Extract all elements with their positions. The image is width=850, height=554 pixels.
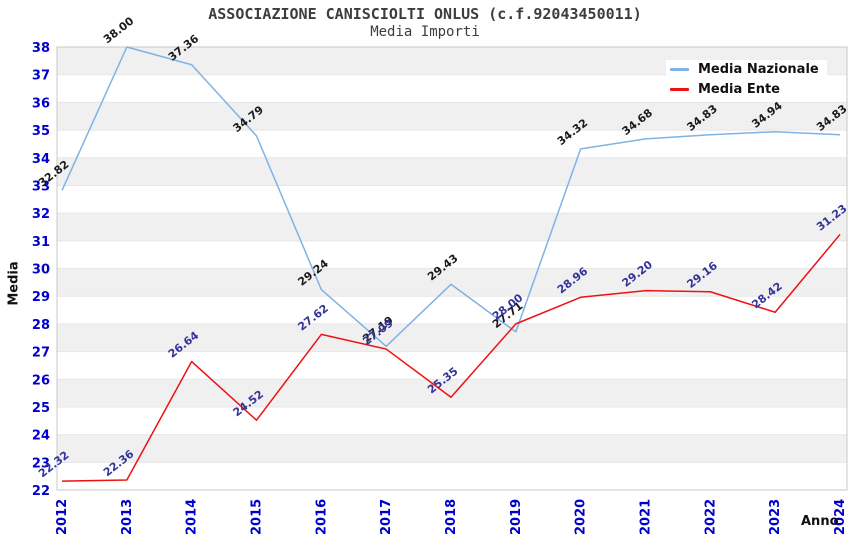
grid-band (57, 379, 847, 407)
y-tick-label: 25 (32, 401, 50, 416)
x-tick-label: 2023 (768, 499, 783, 535)
y-tick-label: 29 (32, 290, 50, 305)
legend-label-ente: Media Ente (698, 82, 780, 97)
y-tick-label: 22 (32, 484, 50, 499)
y-tick-label: 27 (32, 346, 50, 361)
grid-band (57, 268, 847, 297)
x-tick-label: 2021 (639, 499, 654, 535)
legend-item-nazionale: Media Nazionale (666, 60, 827, 79)
chart-subtitle: Media Importi (370, 24, 480, 40)
x-tick-label: 2013 (120, 499, 135, 535)
x-axis-title: Anno (801, 514, 839, 529)
x-tick-label: 2014 (185, 499, 200, 535)
series-line-nazionale (61, 46, 841, 348)
x-tick-label: 2020 (574, 499, 589, 535)
y-tick-label: 23 (32, 456, 50, 471)
legend-label-nazionale: Media Nazionale (698, 62, 819, 77)
y-tick-label: 34 (32, 152, 50, 167)
x-tick-label: 2015 (250, 499, 265, 535)
series-line-ente (61, 233, 841, 482)
y-tick-label: 37 (32, 69, 50, 84)
x-tick-label: 2018 (444, 499, 459, 535)
x-tick-label: 2012 (55, 499, 70, 535)
y-tick-label: 26 (32, 373, 50, 388)
y-tick-label: 32 (32, 207, 50, 222)
legend-swatch-nazionale-icon (670, 68, 689, 71)
legend-swatch-ente-icon (670, 88, 689, 91)
plot-border (56, 46, 848, 491)
legend-item-ente: Media Ente (666, 80, 827, 99)
x-tick-label: 2016 (314, 499, 329, 535)
chart-title: ASSOCIAZIONE CANISCIOLTI ONLUS (c.f.9204… (208, 5, 642, 23)
grid-band (57, 323, 847, 352)
y-tick-label: 33 (32, 179, 50, 194)
y-tick-label: 24 (32, 429, 50, 444)
y-tick-label: 38 (32, 41, 50, 56)
grid-band (57, 157, 847, 186)
legend: Media Nazionale Media Ente (666, 60, 827, 99)
x-tick-label: 2019 (509, 499, 524, 535)
grid-band (57, 434, 847, 463)
y-tick-label: 31 (32, 235, 50, 250)
y-tick-label: 35 (32, 124, 50, 139)
x-tick-label: 2022 (703, 499, 718, 535)
y-tick-label: 30 (32, 263, 50, 278)
x-tick-label: 2017 (379, 499, 394, 535)
y-axis-title: Media (6, 261, 22, 306)
y-tick-label: 28 (32, 318, 50, 333)
x-tick-label: 2024 (833, 499, 848, 535)
y-tick-label: 36 (32, 96, 50, 111)
grid-band (57, 213, 847, 241)
grid-band (57, 102, 847, 131)
